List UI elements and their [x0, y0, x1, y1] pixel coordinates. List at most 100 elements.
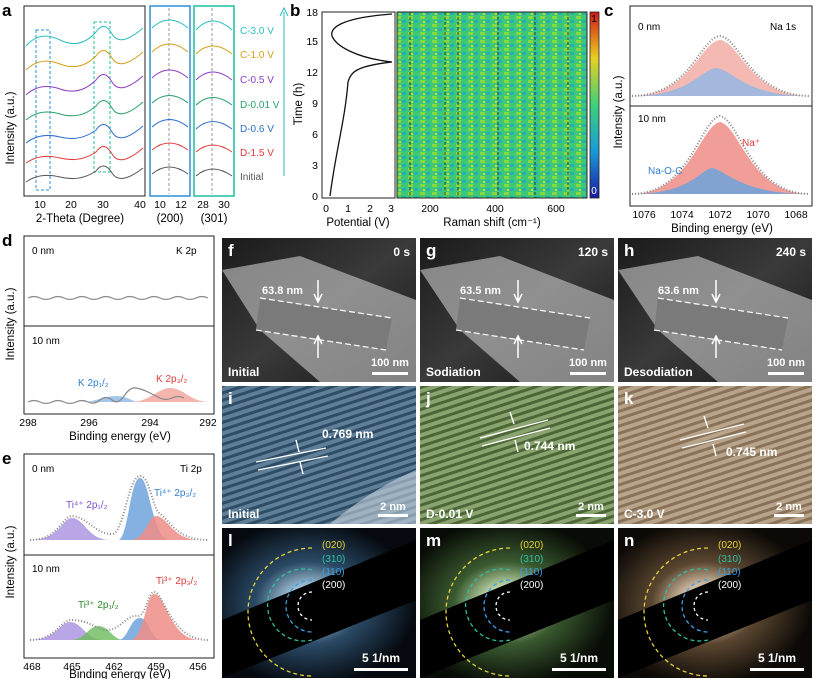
panel-c-xticks: 1076 1074 1072 1070 1068 [632, 209, 808, 221]
panel-g-time: 120 s [578, 245, 608, 259]
panel-n-scalebar [750, 668, 804, 671]
panel-b-ytick: 18 [306, 7, 318, 19]
panel-a-zoom1-xtick: 12 [175, 199, 187, 211]
panel-b-raman-xtick: 600 [547, 203, 565, 215]
panel-a-zoom-box-2 [93, 21, 111, 173]
panel-a-zoom-box-1 [35, 29, 51, 191]
panel-g-width: 63.5 nm [460, 285, 501, 297]
panel-f-label: f [228, 241, 234, 260]
panel-f-time: 0 s [393, 245, 410, 259]
panel-a-hkl-2: (301) [201, 213, 228, 225]
panel-h: h 240 s 63.6 nm Desodiation 100 nm [618, 238, 812, 382]
panel-f-arrow-icon [313, 280, 323, 304]
panel-e-xticks: 468 465 462 459 456 [23, 661, 207, 673]
panel-j-scale: 2 nm [578, 501, 604, 513]
panel-h-scale: 100 nm [767, 357, 805, 369]
panel-g-arrow-icon [513, 334, 523, 358]
panel-d-ylabel: Intensity (a.u.) [5, 287, 17, 360]
panel-b-voltage-axes [321, 11, 396, 199]
panel-a-xlabel: 2-Theta (Degree) [36, 213, 124, 225]
panel-i-spacing: 0.769 nm [322, 427, 373, 441]
panel-d-top-data [27, 295, 209, 301]
panel-n-ring-label: (310) [718, 554, 741, 565]
panel-b-yticks: 0 3 6 9 12 15 18 [306, 7, 318, 203]
panel-c-element: Na 1s [770, 22, 796, 33]
panel-e-element: Ti 2p [180, 464, 202, 475]
panel-e-bottom-label: 10 nm [32, 564, 60, 575]
panel-n-beamstop [618, 540, 812, 678]
panel-k-label: k [624, 389, 634, 408]
panel-j: j 0.744 nm D-0.01 V 2 nm [420, 386, 614, 524]
panel-g-scalebar [570, 372, 606, 375]
panel-n-ring-label: (110) [718, 567, 741, 578]
panel-c-xtick: 1074 [670, 209, 694, 221]
panel-f-nanorod [256, 298, 392, 350]
panel-d-axes [23, 235, 215, 415]
panel-i-label: i [228, 389, 233, 408]
panel-e-peak-b: Ti⁴⁺ 2p₃/₂ [154, 488, 196, 499]
panel-k-image [618, 386, 812, 524]
panel-e-xtick: 459 [147, 661, 165, 673]
panel-a-zoom-axes-2 [193, 5, 235, 197]
panel-i-scalebar [378, 514, 408, 517]
panel-d-peak1: K 2p₁/₂ [78, 378, 109, 389]
panel-m-label: m [426, 531, 441, 550]
panel-e-bottom-data [29, 590, 209, 641]
panel-j-image [420, 386, 614, 524]
panel-l-beamstop [222, 540, 416, 678]
panel-e-top-peak-b [118, 478, 170, 540]
panel-d-top-label: 0 nm [32, 246, 54, 257]
panel-g-arrow-icon [513, 280, 523, 304]
panel-a-label: a [2, 1, 12, 20]
panel-m-ring-label: (020) [520, 540, 543, 551]
panel-b-xtick: 1 [345, 203, 351, 215]
panel-l-ring-label: (200) [322, 580, 345, 591]
panel-l-ring-label: (020) [322, 540, 345, 551]
panel-b-raman-xtick: 200 [421, 203, 439, 215]
panel-b-ytick: 12 [306, 67, 318, 79]
panel-e-xtick: 468 [23, 661, 41, 673]
panel-b-ylabel: Time (h) [293, 83, 305, 126]
panel-h-time: 240 s [776, 245, 806, 259]
panel-d-bottom-label: 10 nm [32, 336, 60, 347]
panel-e-xlabel: Binding energy (eV) [69, 669, 171, 679]
panel-n-label: n [624, 531, 634, 550]
panel-h-nanorod [654, 298, 788, 350]
panel-e-peak-a: Ti⁴⁺ 2p₁/₂ [66, 500, 108, 511]
panel-a-state-label: Initial [240, 172, 263, 183]
panel-h-state: Desodiation [624, 365, 693, 379]
panel-b-ytick: 6 [312, 129, 318, 141]
panel-i-state: Initial [228, 507, 259, 521]
panel-c-xtick: 1068 [784, 209, 808, 221]
panel-b-raman-xtick: 400 [486, 203, 504, 215]
panel-e-xtick: 456 [189, 661, 207, 673]
panel-e-top-data [29, 474, 209, 541]
panel-a-ylabel: Intensity (a.u.) [5, 91, 17, 164]
panel-b-raman-axes [396, 11, 588, 199]
panel-c-top-data [631, 34, 811, 98]
panel-a-hkl-1: (200) [157, 213, 184, 225]
panel-i: i 0.769 nm Initial 2 nm [222, 386, 416, 524]
panel-e-xtick: 462 [105, 661, 123, 673]
panel-n-scale: 5 1/nm [758, 651, 796, 665]
panel-d-bottom-data [27, 387, 185, 405]
panel-e-ylabel: Intensity (a.u.) [5, 525, 17, 598]
panel-f-scalebar [372, 372, 408, 375]
panel-a-state-labels: C-3.0 V C-1.0 V C-0.5 V D-0.01 V D-0.6 V… [240, 26, 280, 183]
panel-b-xlabel-left: Potential (V) [326, 217, 389, 229]
panel-a-main-xrd-curves [25, 26, 144, 183]
panel-e-axes [23, 453, 215, 659]
panel-f-state: Initial [228, 365, 259, 379]
panel-b-ytick: 0 [312, 191, 318, 203]
panel-a-state-label: D-0.01 V [240, 100, 280, 111]
panel-j-spacing: 0.744 nm [524, 439, 575, 453]
panel-a-zoom-axes-1 [149, 5, 191, 197]
panel-n-ring-label: (020) [718, 540, 741, 551]
panel-d-xticks: 298 296 294 292 [19, 417, 217, 429]
panel-d-k32-peak [130, 388, 210, 402]
panel-h-arrow-icon [711, 334, 721, 358]
panel-g: g 120 s 63.5 nm Sodiation 100 nm [420, 238, 614, 382]
panel-h-width: 63.6 nm [658, 285, 699, 297]
panel-m: (020) (310) (110) (200) m 5 1/nm [420, 528, 614, 678]
panel-f: f 0 s 63.8 nm Initial 100 nm [222, 238, 416, 382]
